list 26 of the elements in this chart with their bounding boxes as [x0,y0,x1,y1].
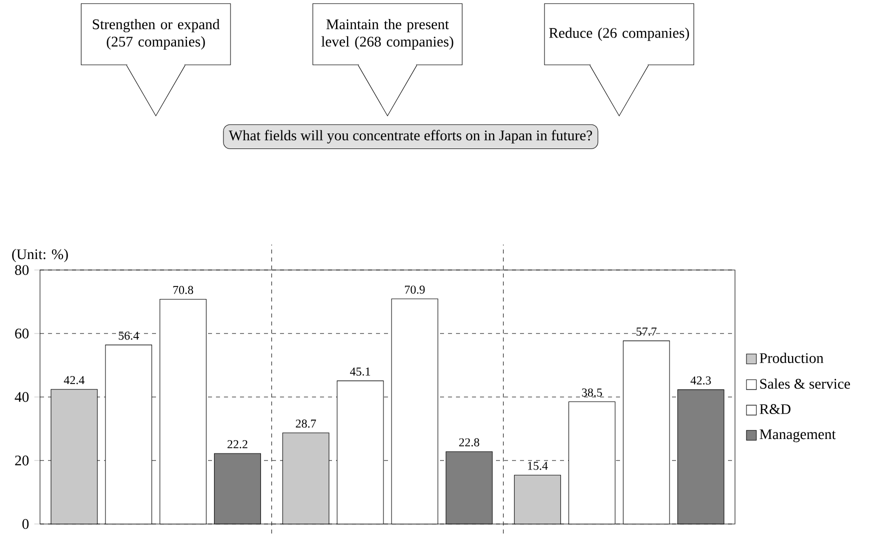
y-tick-label: 80 [15,265,29,275]
data-label: 22.2 [228,440,248,448]
data-label: 15.4 [528,462,548,470]
y-tick-label: 0 [22,519,29,529]
y-axis-title: (Unit: %) [12,248,68,262]
text: Reduce (26 companies) [549,28,689,41]
data-label: 70.9 [405,286,425,294]
data-label: 38.5 [582,388,602,397]
y-tick-label: 40 [14,392,29,402]
data-label: 42.4 [64,376,84,384]
text: Maintain the present level (268 companies) [321,18,454,50]
legend-label: Production [760,352,824,364]
text: Strengthen or expand (257 companies) [92,18,220,50]
legend-label: R&D [760,404,790,414]
data-label: 56.4 [118,332,139,340]
legend-label: Management [760,429,836,442]
data-label: 28.7 [296,420,316,428]
data-label: 42.3 [690,376,711,385]
data-label: 57.7 [636,328,657,336]
data-label: 45.1 [350,368,370,376]
chart-subtitle: What fields will you concentrate efforts on in Japan in future? [228,130,592,144]
y-tick-label: 60 [15,328,29,338]
data-label: 70.8 [173,286,194,294]
legend-label: Sales & service [760,378,850,389]
y-tick-label: 20 [15,456,29,466]
data-label: 22.8 [459,438,480,446]
